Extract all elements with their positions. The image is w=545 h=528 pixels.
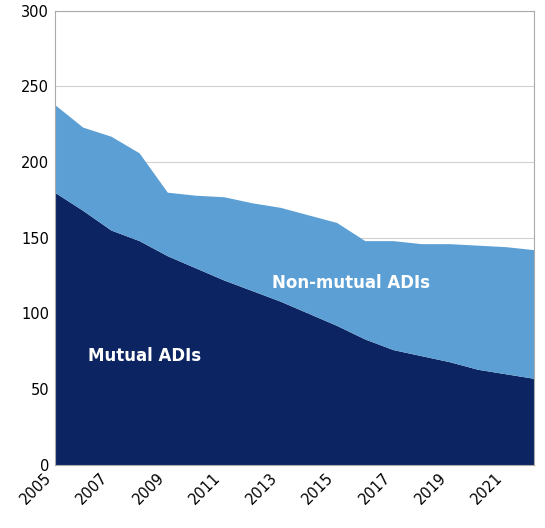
Text: Non-mutual ADIs: Non-mutual ADIs <box>272 274 429 292</box>
Text: Mutual ADIs: Mutual ADIs <box>88 347 201 365</box>
